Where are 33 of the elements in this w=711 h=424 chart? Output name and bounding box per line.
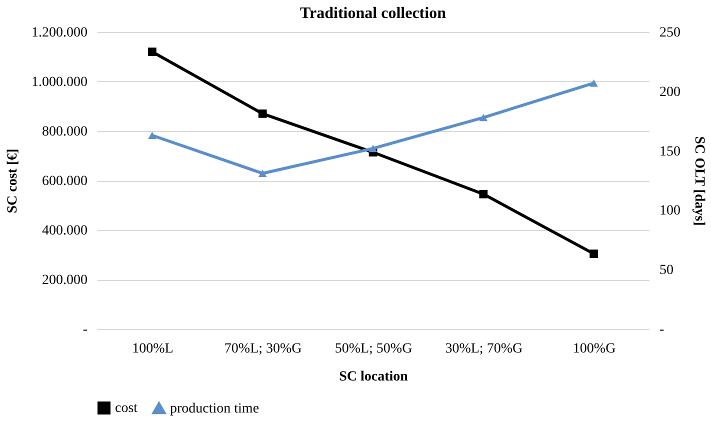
x-tick-label: 100%L [132,342,174,356]
chart-title: Traditional collection [300,5,446,22]
point [590,250,598,258]
point [368,144,378,152]
x-tick-label: 30%L; 70%G [445,342,523,356]
legend-label: cost [115,401,138,416]
y-tick-label: 800.000 [42,124,88,140]
y2-tick-label: - [660,322,664,338]
point [148,132,156,139]
y2-tick-label: 50 [660,263,674,278]
x-tick-label: 50%L; 50%G [334,342,412,356]
point [479,190,488,198]
y-axis-title: SC cost [€] [6,148,20,214]
y2-tick-label: 100 [660,204,680,219]
y2-tick-label: 200 [660,84,680,100]
y2-tick-label: 250 [660,26,680,40]
y-tick-label: 400.000 [42,224,88,238]
legend-label: production time [170,401,260,416]
point [590,79,598,87]
y-tick-label: 200.000 [42,273,88,288]
point [258,109,267,118]
point [148,48,156,56]
y-tick-label: 1.200.000 [32,26,88,40]
y2-tick-label: 150 [660,144,680,160]
x-tick-label: 100%G [572,342,616,356]
x-axis-title: SC location [339,370,408,384]
point [479,114,488,122]
y-tick-label: 1.000.000 [32,75,88,90]
y-tick-label: 600.000 [42,174,88,189]
point [258,170,267,177]
y-tick-label: - [82,322,88,338]
x-tick-label: 70%L; 30%G [224,342,302,356]
y2-axis-title: SC OLT [days] [692,136,706,226]
